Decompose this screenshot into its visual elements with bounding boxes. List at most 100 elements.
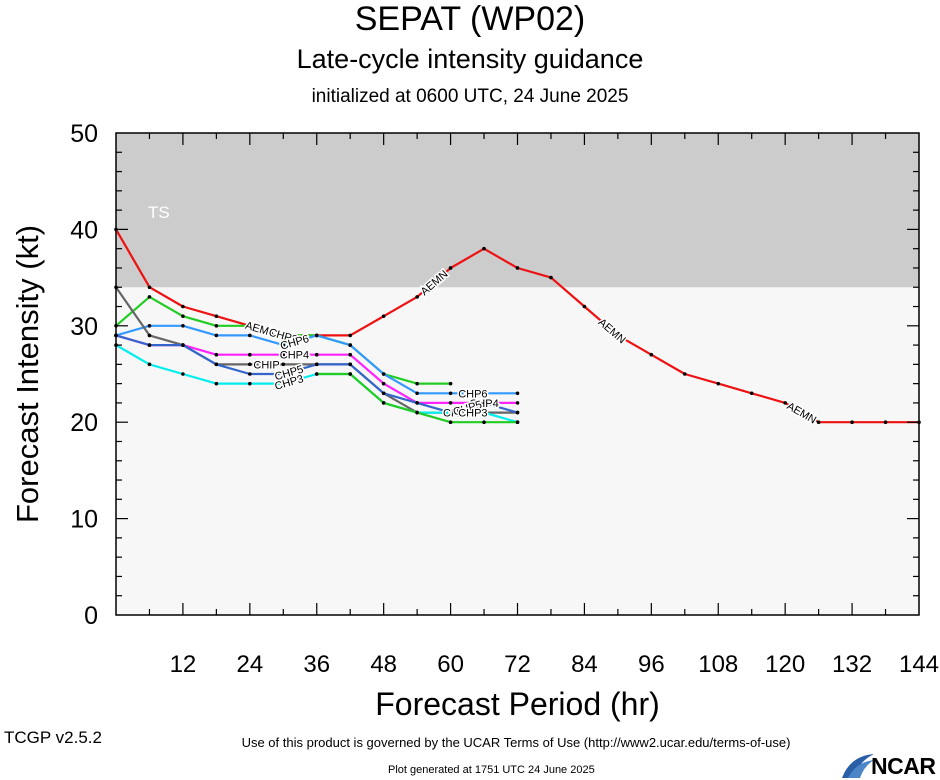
data-point-chp4	[314, 352, 319, 357]
data-point-chp4	[348, 352, 353, 357]
initialization-time: initialized at 0600 UTC, 24 June 2025	[311, 86, 629, 107]
y-tick-label: 50	[70, 120, 98, 148]
data-point-chp1	[482, 420, 486, 425]
data-point-chp5	[415, 401, 419, 405]
y-tick-label: 10	[70, 506, 98, 534]
data-point-aemn	[448, 266, 453, 270]
data-point-chp6	[415, 391, 419, 396]
data-point-aemn	[482, 246, 486, 251]
x-tick-label: 120	[765, 651, 805, 678]
chart-subtitle: Late-cycle intensity guidance	[296, 44, 644, 74]
ncar-swoosh-icon	[842, 754, 874, 778]
x-tick-label: 108	[698, 651, 738, 678]
data-point-chp4	[448, 401, 453, 405]
data-point-chp4	[281, 352, 286, 357]
version-label: TCGP v2.5.2	[4, 728, 102, 747]
series-label-chip: CHIP	[443, 408, 469, 420]
data-point-chp1	[314, 372, 319, 376]
x-axis-title: Forecast Period (hr)	[375, 686, 660, 722]
data-point-aemn	[649, 352, 654, 357]
chart-title: SEPAT (WP02)	[354, 0, 586, 38]
data-point-aemn	[682, 372, 687, 376]
x-tick-label: 96	[638, 651, 665, 678]
y-tick-label: 0	[84, 602, 98, 630]
data-point-aemn	[616, 333, 620, 338]
terms-of-use-notice: Use of this product is governed by the U…	[241, 735, 791, 750]
data-point-aemn	[783, 401, 787, 405]
x-tick-label: 24	[236, 651, 263, 678]
data-point-chip	[281, 362, 286, 367]
data-point-chp2	[281, 333, 286, 338]
data-point-aemn	[816, 420, 821, 425]
series-label-chp6: CHP6	[458, 388, 487, 400]
data-point-chp4	[515, 401, 520, 405]
logo-text: NCAR	[871, 753, 936, 779]
data-point-aemn	[381, 314, 386, 318]
data-point-chp3	[147, 362, 152, 367]
data-point-chp2	[448, 381, 453, 386]
y-tick-label: 20	[70, 409, 98, 437]
data-point-chp2	[415, 381, 419, 386]
data-point-aemn	[582, 304, 587, 309]
x-tick-label: 72	[504, 651, 531, 678]
x-tick-label: 60	[437, 651, 464, 678]
y-tick-label: 30	[70, 313, 98, 341]
data-point-chp1	[348, 372, 353, 376]
data-point-chp3	[214, 381, 219, 386]
data-point-chp3	[448, 410, 453, 415]
series-label-chp3: CHP3	[458, 408, 487, 420]
data-point-aemn	[549, 275, 553, 280]
data-point-chp5	[348, 362, 353, 367]
data-point-aemn	[716, 381, 721, 386]
x-tick-label: 144	[899, 651, 939, 678]
data-point-chp2	[181, 314, 185, 318]
data-point-aemn	[515, 266, 520, 270]
data-point-chp3	[482, 410, 486, 415]
data-point-chp6	[147, 324, 152, 328]
data-point-chp5	[214, 362, 219, 367]
band-ts	[116, 133, 919, 288]
x-tick-label: 48	[370, 651, 397, 678]
y-axis-title: Forecast Intensity (kt)	[10, 224, 45, 524]
data-point-chp3	[281, 381, 286, 386]
data-point-chp2	[214, 324, 219, 328]
x-tick-label: 84	[571, 651, 598, 678]
data-point-aemn	[348, 333, 353, 338]
data-point-chp6	[515, 391, 520, 396]
data-point-chp5	[314, 362, 319, 367]
data-point-aemn	[850, 420, 854, 425]
x-tick-label: 36	[303, 651, 330, 678]
x-tick-label: 12	[170, 651, 197, 678]
y-tick-label: 40	[70, 216, 98, 244]
data-point-aemn	[415, 295, 419, 299]
data-point-chp4	[214, 352, 219, 357]
data-point-chp1	[448, 420, 453, 425]
data-point-chp1	[415, 410, 419, 415]
data-point-chip	[147, 333, 152, 338]
data-point-chp5	[181, 343, 185, 347]
data-point-chp6	[314, 333, 319, 338]
data-point-aemn	[147, 285, 152, 290]
data-point-chp2	[147, 295, 152, 299]
data-point-chp6	[448, 391, 453, 396]
data-point-chp6	[348, 343, 353, 347]
data-point-chip	[248, 362, 252, 367]
data-point-aemn	[749, 391, 754, 396]
data-point-chp5	[515, 410, 520, 415]
data-point-chp5	[482, 401, 486, 405]
data-point-chp5	[381, 391, 386, 396]
data-point-aemn	[214, 314, 219, 318]
ncar-logo: NCAR	[840, 752, 938, 780]
series-label-chp4: CHP4	[469, 398, 498, 410]
data-point-chp1	[515, 420, 520, 425]
x-tick-label: 132	[832, 651, 872, 678]
band-label-ts: TS	[148, 203, 170, 222]
data-point-chp6	[214, 333, 219, 338]
data-point-chp6	[281, 343, 286, 347]
plot-generated-time: Plot generated at 1751 UTC 24 June 2025	[388, 764, 595, 776]
data-point-aemn	[883, 420, 888, 425]
data-point-chp5	[147, 343, 152, 347]
data-point-chp6	[482, 391, 486, 396]
data-point-aemn	[181, 304, 185, 309]
